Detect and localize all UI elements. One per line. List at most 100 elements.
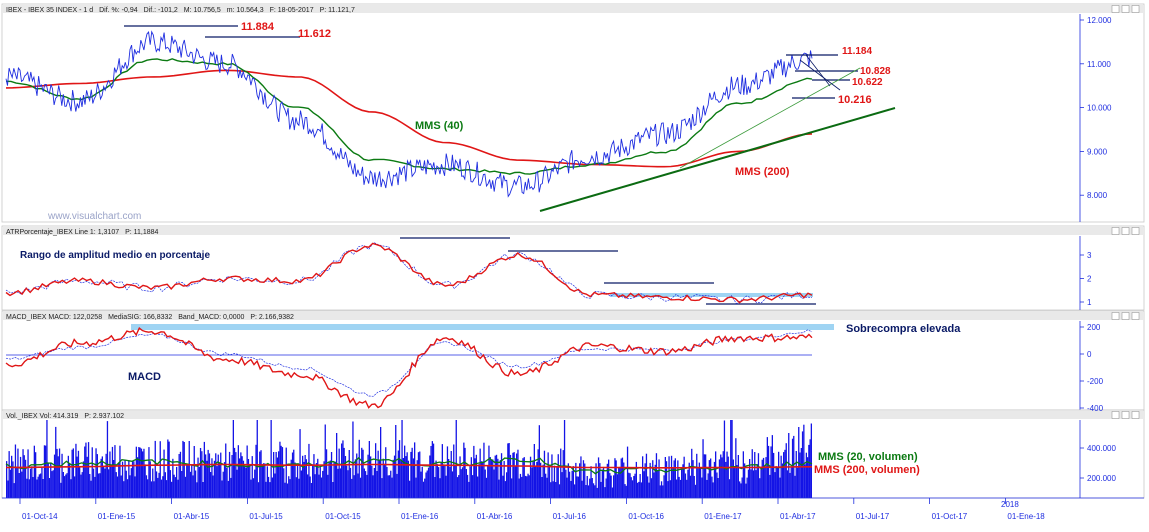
volume-bar <box>790 467 792 498</box>
volume-bar <box>37 476 39 498</box>
volume-bar <box>650 478 653 498</box>
x-axis: 01-Oct-14 01-Ene-15 01-Abr-15 01-Jul-15 01-O… <box>2 497 1144 521</box>
maximize-button[interactable] <box>1121 312 1130 320</box>
volume-bar <box>679 479 682 498</box>
volume-bar <box>469 466 471 498</box>
volume-bar <box>519 473 522 498</box>
volume-bar <box>770 446 772 498</box>
close-button[interactable] <box>1131 411 1140 419</box>
volume-bar <box>765 457 767 498</box>
volume-bar <box>154 440 156 498</box>
maximize-button[interactable] <box>1121 227 1130 235</box>
level-label-10622: 10.622 <box>852 77 883 88</box>
volume-bar <box>786 470 789 498</box>
volume-bar <box>653 472 655 498</box>
volume-bar <box>537 449 539 498</box>
series-sma200 <box>5 69 813 168</box>
volume-bar <box>649 462 651 498</box>
volume-bar <box>568 471 571 498</box>
volume-bar <box>188 441 190 498</box>
volume-bar <box>464 447 466 498</box>
volume-bar <box>584 463 586 498</box>
volume-bar <box>376 471 378 498</box>
volume-bar <box>609 473 611 498</box>
vol-sma200-label: MMS (200, volumen) <box>814 464 920 476</box>
volume-bar <box>29 468 32 498</box>
volume-bar <box>785 443 787 498</box>
volume-bar <box>444 465 446 498</box>
volume-bar <box>116 476 119 498</box>
series-macd-signal <box>5 329 813 397</box>
volume-bar <box>619 466 621 498</box>
volume-bar <box>710 458 712 498</box>
volume-bar <box>717 478 719 498</box>
volume-bar <box>521 476 523 498</box>
volume-bar <box>96 454 98 498</box>
macd-overbought-band <box>131 324 834 330</box>
volume-bar <box>124 460 126 498</box>
volume-bar <box>759 478 761 498</box>
volume-bar <box>686 479 688 498</box>
volume-bar <box>628 472 630 498</box>
volume-bar <box>663 475 665 498</box>
level-label-11884: 11.884 <box>241 21 275 33</box>
volume-bar <box>256 420 258 498</box>
volume-bar <box>655 453 658 498</box>
volume-bar <box>740 483 742 498</box>
minimize-button[interactable] <box>1111 411 1120 419</box>
minimize-button[interactable] <box>1111 5 1120 13</box>
volume-bar <box>285 447 287 498</box>
volume-bar <box>164 472 166 498</box>
volume-bar <box>662 485 664 498</box>
volume-bar <box>665 461 668 498</box>
volume-bar <box>79 466 81 498</box>
x-tick-label: 01-Oct-14 <box>22 512 58 521</box>
y-tick-label: -400 <box>1087 404 1104 413</box>
volume-bar <box>144 464 146 498</box>
volume-bar <box>33 445 35 498</box>
volume-bar <box>456 477 459 498</box>
volume-bar <box>307 474 309 498</box>
panel-header-bar <box>3 227 1143 235</box>
volume-bar <box>269 482 271 498</box>
volume-bar <box>707 473 709 498</box>
volume-bar <box>363 468 365 498</box>
close-button[interactable] <box>1131 227 1140 235</box>
volume-bar <box>570 480 572 498</box>
volume-bar <box>723 420 726 498</box>
minimize-button[interactable] <box>1111 312 1120 320</box>
volume-bar <box>660 481 663 498</box>
volume-bar <box>131 460 134 498</box>
volume-bar <box>104 468 106 498</box>
volume-bar <box>395 425 397 498</box>
volume-bar <box>87 442 90 498</box>
volume-bar <box>179 451 182 498</box>
volume-bar <box>400 459 402 498</box>
volume-bar <box>747 469 750 498</box>
close-button[interactable] <box>1131 312 1140 320</box>
volume-bar <box>241 456 243 498</box>
volume-bar <box>731 420 733 498</box>
volume-bar <box>595 463 597 498</box>
volume-bar <box>193 446 195 498</box>
volume-bar <box>106 421 109 498</box>
volume-bar <box>576 476 578 498</box>
volume-bar <box>359 477 362 498</box>
volume-bar <box>397 450 399 498</box>
close-button[interactable] <box>1131 5 1140 13</box>
volume-bar <box>302 455 304 498</box>
maximize-button[interactable] <box>1121 5 1130 13</box>
wedge-line-1 <box>799 59 841 91</box>
volume-bar <box>606 463 608 498</box>
volume-bar <box>744 463 746 498</box>
volume-bar <box>798 427 800 498</box>
volume-bar <box>657 470 659 498</box>
volume-bar <box>202 482 204 498</box>
volume-bar <box>421 466 423 498</box>
volume-bar <box>375 443 377 498</box>
volume-bar <box>527 473 529 498</box>
volume-bar <box>762 457 765 498</box>
volume-bar <box>192 475 194 498</box>
maximize-button[interactable] <box>1121 411 1130 419</box>
minimize-button[interactable] <box>1111 227 1120 235</box>
